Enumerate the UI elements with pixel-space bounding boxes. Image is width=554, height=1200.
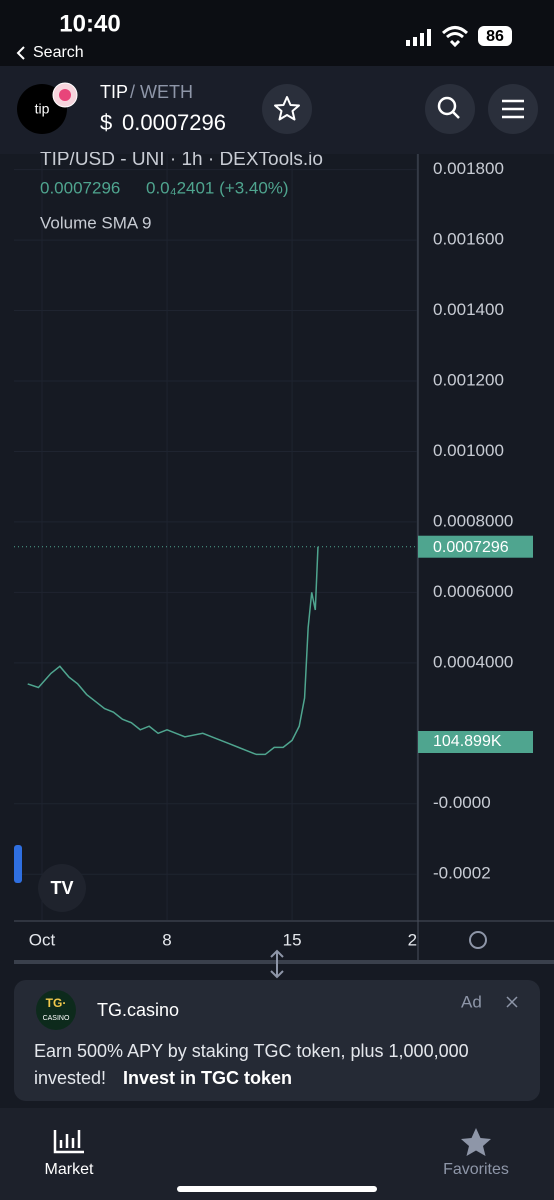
legend-price: 0.0007296 <box>40 178 120 197</box>
chart-title: TIP/USD - UNI · 1h · DEXTools.io <box>40 149 323 170</box>
last-price-label: 0.0007296 <box>433 539 509 556</box>
search-button[interactable] <box>425 84 475 134</box>
ad-brand: TG.casino <box>97 1000 179 1020</box>
battery-icon <box>478 26 512 46</box>
ad-cta[interactable]: Invest in TGC token <box>123 1068 292 1088</box>
ad-card[interactable] <box>14 980 540 1101</box>
y-tick-label: -0.0000 <box>433 793 491 812</box>
currency: $ <box>100 110 112 135</box>
chain-badge-mark <box>59 89 71 101</box>
y-tick-label: 0.0008000 <box>433 511 513 530</box>
volume-label: 104.899K <box>433 733 502 750</box>
search-icon <box>437 96 457 116</box>
header-price: 0.0007296 <box>122 110 226 135</box>
back-link[interactable]: Search <box>33 44 84 61</box>
tradingview-badge <box>38 864 86 912</box>
token-logo-text: tip <box>35 101 50 117</box>
nav-market[interactable]: Market <box>45 1161 94 1178</box>
x-tick-label: 8 <box>162 930 171 949</box>
ad-text-line1: Earn 500% APY by staking TGC token, plus… <box>34 1041 469 1061</box>
ad-text-line2: invested! <box>34 1068 106 1088</box>
title-cover <box>0 140 418 152</box>
y-tick-label: 0.0004000 <box>433 652 513 671</box>
legend-change: 0.0₄2401 (+3.40%) <box>146 178 289 197</box>
resize-handle[interactable] <box>270 949 284 979</box>
signal-icon <box>406 29 431 46</box>
favorite-button[interactable] <box>262 84 312 134</box>
favorites-icon <box>461 1128 491 1156</box>
y-tick-label: 0.001800 <box>433 159 504 178</box>
status-bar <box>0 0 554 66</box>
tradingview-logo: TV <box>50 878 73 898</box>
bottom-nav <box>0 1108 554 1200</box>
search-icon-handle <box>452 111 460 119</box>
y-tick-label: 0.001200 <box>433 370 504 389</box>
x-tick-label: 15 <box>283 930 302 949</box>
ad-logo <box>36 990 76 1030</box>
y-tick-label: 0.001400 <box>433 300 504 319</box>
ad-tag: Ad <box>461 992 482 1011</box>
y-tick-label: -0.0002 <box>433 864 491 883</box>
x-tick-label: Oct <box>29 930 56 949</box>
time: 10:40 <box>59 10 120 37</box>
y-tick-label: 0.001600 <box>433 230 504 249</box>
volume-tag <box>418 731 533 753</box>
price-line <box>27 546 319 756</box>
ad-logo-top: TG· <box>46 996 67 1010</box>
back-arrow <box>16 46 25 60</box>
home-indicator <box>177 1186 377 1192</box>
panel-toggle[interactable] <box>14 845 22 883</box>
wifi-icon <box>441 26 469 48</box>
market-icon <box>53 1130 84 1154</box>
star-icon <box>274 96 300 121</box>
pair-quote: / WETH <box>130 82 193 102</box>
token-symbol: TIP <box>100 82 128 102</box>
battery-level: 86 <box>486 28 504 45</box>
ad-close[interactable] <box>506 996 518 1008</box>
last-price-tag <box>418 535 533 558</box>
ad-logo-bottom: CASINO <box>43 1015 70 1022</box>
menu-icon <box>502 99 524 119</box>
chart-bottom-edge <box>14 960 554 964</box>
settings-icon[interactable] <box>469 931 487 949</box>
y-tick-label: 0.001000 <box>433 441 504 460</box>
x-tick-label: 2 <box>408 930 417 949</box>
nav-favorites[interactable]: Favorites <box>443 1161 509 1178</box>
indicator-label: Volume SMA 9 <box>40 213 152 232</box>
y-tick-label: 0.0006000 <box>433 582 513 601</box>
